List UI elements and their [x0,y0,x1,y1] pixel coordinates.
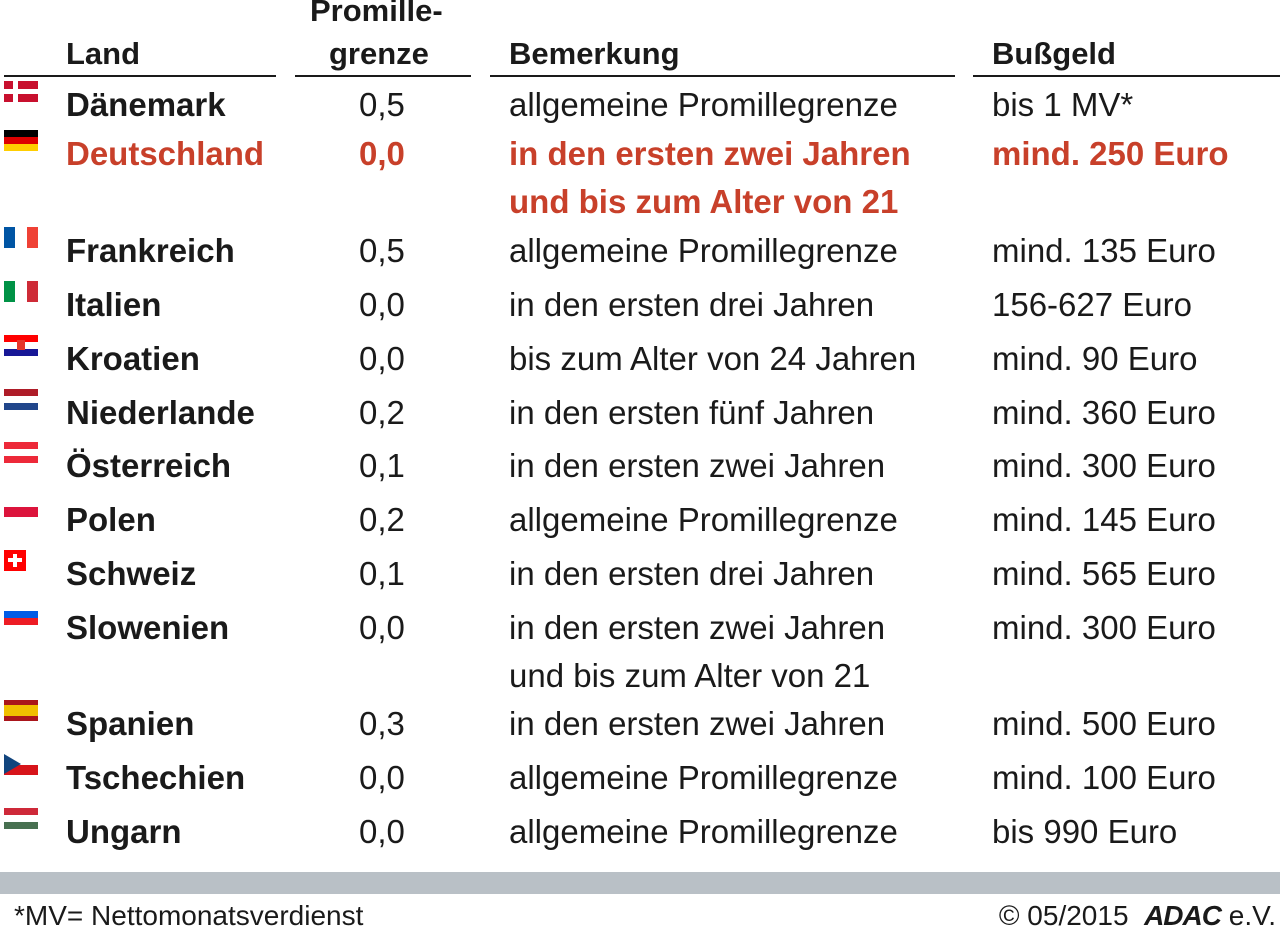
promille-value: 0,0 [359,609,405,646]
remark-line: allgemeine Promillegrenze [509,759,898,796]
header-rule-promille [295,75,471,77]
copyright-text: © 05/2015 [998,900,1129,931]
promille-value: 0,0 [359,135,405,172]
fine-value: mind. 565 Euro [992,555,1216,592]
copyright-line: © 05/2015 ADAC e.V. [999,896,1276,936]
denmark-flag-icon [4,81,38,102]
country-name: Spanien [66,705,195,742]
spain-flag-icon [4,700,38,721]
fine-value: mind. 90 Euro [992,340,1198,377]
country-name: Schweiz [66,555,197,592]
austria-flag-icon [4,442,38,463]
country-name: Niederlande [66,394,255,431]
promille-value: 0,1 [359,447,405,484]
fine-value: bis 990 Euro [992,813,1178,850]
czechia-flag-icon [4,754,38,775]
promille-value: 0,5 [359,232,405,269]
switzerland-flag-icon [4,550,26,571]
promille-value: 0,0 [359,759,405,796]
country-name: Österreich [66,447,232,484]
remark-line: in den ersten fünf Jahren [509,394,875,431]
promille-value: 0,2 [359,501,405,538]
remark-line: allgemeine Promillegrenze [509,232,898,269]
remark-line: allgemeine Promillegrenze [509,86,898,123]
poland-flag-icon [4,496,38,517]
country-name: Italien [66,286,162,323]
remark-line: bis zum Alter von 24 Jahren [509,340,917,377]
fine-value: 156-627 Euro [992,286,1192,323]
promille-value: 0,0 [359,340,405,377]
remark-line: in den ersten drei Jahren [509,286,875,323]
remark-line: in den ersten zwei Jahren [509,609,886,646]
promille-value: 0,3 [359,705,405,742]
footer-bar [0,872,1280,894]
fine-value: mind. 300 Euro [992,609,1216,646]
germany-flag-icon [4,130,38,151]
promille-value: 0,1 [359,555,405,592]
country-name: Tschechien [66,759,246,796]
header-land: Land [66,36,141,71]
slovenia-flag-icon [4,604,38,625]
france-flag-icon [4,227,38,248]
remark-line: allgemeine Promillegrenze [509,501,898,538]
country-name: Deutschland [66,135,265,172]
header-promille-line2: grenze [329,36,429,71]
country-name: Dänemark [66,86,226,123]
remark-line: in den ersten zwei Jahren [509,135,911,172]
country-name: Slowenien [66,609,230,646]
fine-value: mind. 250 Euro [992,135,1229,172]
country-name: Kroatien [66,340,200,377]
fine-value: mind. 135 Euro [992,232,1216,269]
header-rule-bemerkung [490,75,955,77]
header-rule-land [4,75,276,77]
promille-value: 0,0 [359,286,405,323]
header-bussgeld: Bußgeld [992,36,1116,71]
remark-line: und bis zum Alter von 21 [509,183,899,220]
remark-line: in den ersten drei Jahren [509,555,875,592]
netherlands-flag-icon [4,389,38,410]
fine-value: mind. 145 Euro [992,501,1216,538]
promille-value: 0,0 [359,813,405,850]
fine-value: mind. 500 Euro [992,705,1216,742]
brand-suffix: e.V. [1228,900,1276,931]
remark-line: in den ersten zwei Jahren [509,705,886,742]
italy-flag-icon [4,281,38,302]
fine-value: mind. 360 Euro [992,394,1216,431]
country-name: Ungarn [66,813,182,850]
country-name: Polen [66,501,156,538]
header-bemerkung: Bemerkung [509,36,680,71]
fine-value: bis 1 MV* [992,86,1134,123]
footnote: *MV= Nettomonatsverdienst [14,900,364,931]
header-promille-line1: Promille- [310,0,443,28]
remark-line: in den ersten zwei Jahren [509,447,886,484]
promille-value: 0,2 [359,394,405,431]
country-name: Frankreich [66,232,235,269]
fine-value: mind. 100 Euro [992,759,1216,796]
remark-line: allgemeine Promillegrenze [509,813,898,850]
header-rule-bussgeld [973,75,1280,77]
adac-logo: ADAC [1144,900,1222,931]
remark-line: und bis zum Alter von 21 [509,657,871,694]
fine-value: mind. 300 Euro [992,447,1216,484]
croatia-flag-icon [4,335,38,356]
hungary-flag-icon [4,808,38,829]
promille-value: 0,5 [359,86,405,123]
